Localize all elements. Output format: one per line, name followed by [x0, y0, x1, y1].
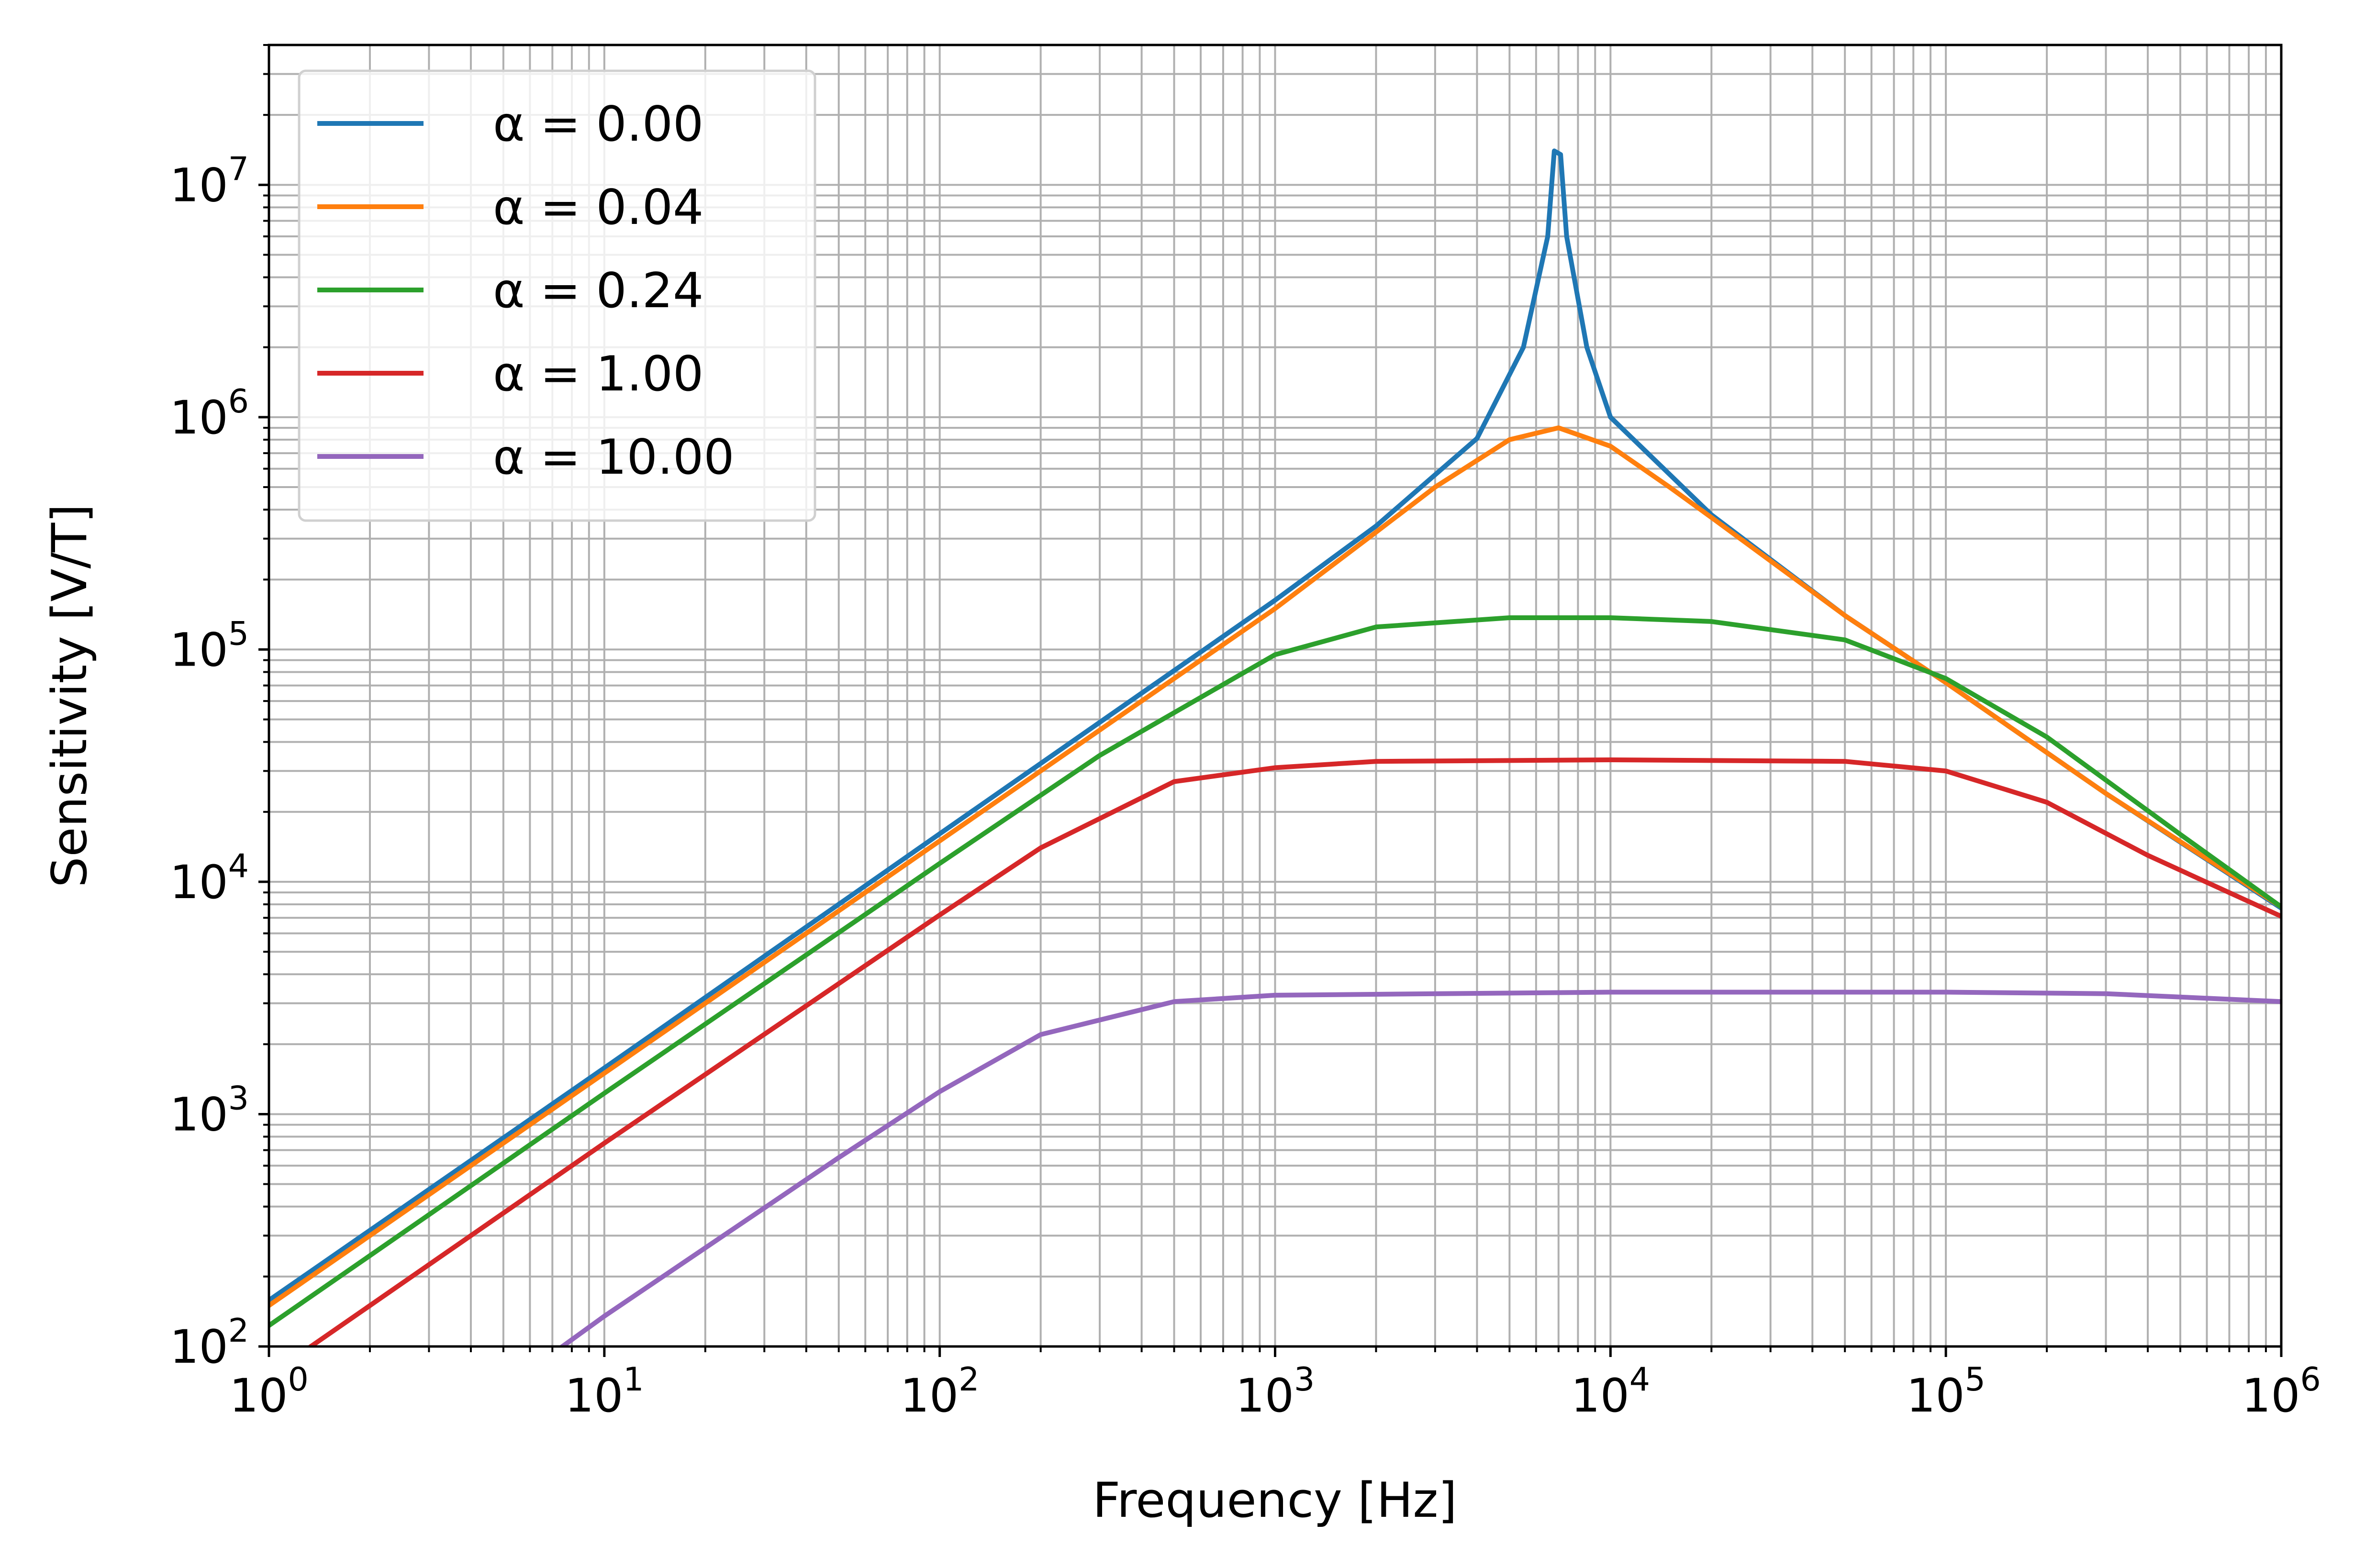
x-tick-label: 101: [565, 1361, 644, 1423]
y-tick-label: 106: [170, 383, 249, 445]
x-tick-label: 104: [1571, 1361, 1650, 1423]
legend-label: α = 0.00: [493, 96, 703, 152]
series-line-1: [269, 425, 2281, 1308]
y-tick-label: 105: [170, 615, 249, 677]
x-tick-label: 100: [229, 1361, 308, 1423]
y-tick-label: 107: [170, 150, 249, 212]
series-line-2: [269, 615, 2281, 1328]
y-tick-labels: 102 103 104 105 106 107: [170, 150, 249, 1374]
x-tick-label: 102: [900, 1361, 979, 1423]
legend-label: α = 1.00: [493, 345, 703, 402]
y-tick-label: 103: [170, 1079, 249, 1141]
series-line-4: [558, 990, 2281, 1346]
y-tick-label: 102: [170, 1312, 249, 1374]
legend-label: α = 10.00: [493, 429, 735, 485]
x-tick-labels: 100 101 102 103 104 105 106: [229, 1361, 2320, 1423]
y-tick-label: 104: [170, 847, 249, 909]
y-axis-label: Sensitivity [V/T]: [41, 504, 98, 888]
x-tick-label: 106: [2242, 1361, 2320, 1423]
series-lines: [269, 148, 2281, 1346]
series-line-3: [306, 757, 2281, 1346]
x-tick-label: 103: [1236, 1361, 1315, 1423]
legend: α = 0.00 α = 0.04 α = 0.24 α = 1.00 α = 10.0…: [298, 69, 816, 522]
x-tick-label: 105: [1906, 1361, 1985, 1423]
x-axis-label: Frequency [Hz]: [1093, 1472, 1457, 1528]
legend-box: [298, 69, 816, 522]
axis-ticks: [258, 44, 2283, 1357]
legend-label: α = 0.04: [493, 179, 703, 235]
legend-label: α = 0.24: [493, 262, 703, 319]
